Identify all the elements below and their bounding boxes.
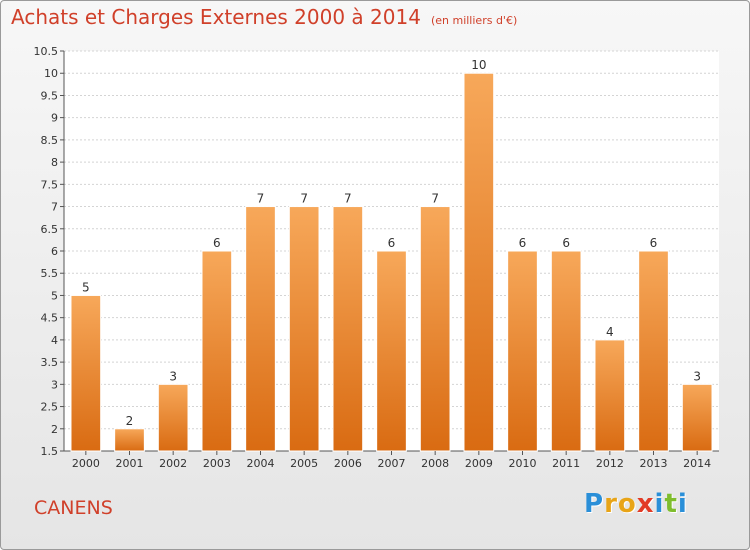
bar-value-label: 6 xyxy=(388,236,396,250)
y-tick-label: 5.5 xyxy=(41,267,59,280)
x-tick-label: 2008 xyxy=(421,457,449,470)
bar-value-label: 5 xyxy=(82,280,90,294)
bar xyxy=(550,250,582,452)
x-tick-label: 2014 xyxy=(683,457,711,470)
bar xyxy=(507,250,538,452)
bar xyxy=(681,383,713,452)
bar-value-label: 10 xyxy=(471,58,486,72)
bar xyxy=(463,72,495,452)
logo-letter: x xyxy=(636,489,655,519)
y-tick-label: 7.5 xyxy=(41,178,59,191)
x-tick-label: 2012 xyxy=(596,457,624,470)
bar xyxy=(288,206,320,452)
x-tick-label: 2009 xyxy=(465,457,493,470)
y-tick-label: 2 xyxy=(51,423,58,436)
y-tick-label: 4 xyxy=(51,334,58,347)
bar xyxy=(157,383,189,452)
y-tick-label: 9 xyxy=(51,112,58,125)
bar-value-label: 6 xyxy=(562,236,570,250)
bar-value-label: 7 xyxy=(257,192,265,206)
y-tick-label: 4.5 xyxy=(41,312,59,325)
y-tick-label: 10 xyxy=(44,67,58,80)
x-tick-label: 2000 xyxy=(72,457,100,470)
bar-value-label: 2 xyxy=(126,414,134,428)
bar xyxy=(419,206,451,452)
bar xyxy=(332,206,364,452)
y-tick-label: 8.5 xyxy=(41,134,59,147)
y-tick-label: 3 xyxy=(51,378,58,391)
bar xyxy=(376,250,407,452)
x-tick-label: 2004 xyxy=(247,457,275,470)
chart-title-block: Achats et Charges Externes 2000 à 2014 (e… xyxy=(11,5,517,29)
x-tick-label: 2003 xyxy=(203,457,231,470)
y-tick-label: 10.5 xyxy=(34,45,59,58)
bar xyxy=(245,206,276,452)
x-tick-label: 2001 xyxy=(116,457,144,470)
logo-letter: r xyxy=(604,489,618,519)
chart-title: Achats et Charges Externes 2000 à 2014 xyxy=(11,5,421,29)
y-tick-label: 5 xyxy=(51,289,58,302)
bar xyxy=(638,250,669,452)
logo-letter: P xyxy=(584,489,605,519)
bar-value-label: 3 xyxy=(169,369,177,383)
logo-letter: t xyxy=(664,489,678,519)
bar xyxy=(201,250,233,452)
x-tick-label: 2005 xyxy=(290,457,318,470)
y-tick-label: 3.5 xyxy=(41,356,59,369)
x-tick-label: 2011 xyxy=(552,457,580,470)
place-name: CANENS xyxy=(34,497,113,519)
y-tick-label: 6.5 xyxy=(41,223,59,236)
bar-value-label: 6 xyxy=(213,236,221,250)
logo-letter: i xyxy=(654,489,665,519)
bar xyxy=(70,294,102,452)
x-tick-label: 2002 xyxy=(159,457,187,470)
bar-value-label: 7 xyxy=(300,192,308,206)
x-tick-label: 2007 xyxy=(378,457,406,470)
chart-subtitle: (en milliers d'€) xyxy=(430,14,518,27)
bar-value-label: 3 xyxy=(693,369,701,383)
y-tick-label: 8 xyxy=(51,156,58,169)
proxiti-logo: Proxiti xyxy=(584,489,688,519)
bar-value-label: 7 xyxy=(344,192,352,206)
bar-value-label: 6 xyxy=(519,236,527,250)
x-tick-label: 2010 xyxy=(509,457,537,470)
x-tick-label: 2006 xyxy=(334,457,362,470)
y-tick-label: 9.5 xyxy=(41,89,59,102)
bar-value-label: 4 xyxy=(606,325,614,339)
bar xyxy=(114,428,145,452)
y-tick-label: 7 xyxy=(51,201,58,214)
y-tick-label: 2.5 xyxy=(41,401,59,414)
logo-letter: o xyxy=(617,489,637,519)
bar-value-label: 6 xyxy=(650,236,658,250)
bar xyxy=(594,339,626,452)
y-tick-label: 6 xyxy=(51,245,58,258)
y-tick-label: 1.5 xyxy=(41,445,59,458)
bar-value-label: 7 xyxy=(431,192,439,206)
logo-letter: i xyxy=(677,489,688,519)
x-tick-label: 2013 xyxy=(640,457,668,470)
